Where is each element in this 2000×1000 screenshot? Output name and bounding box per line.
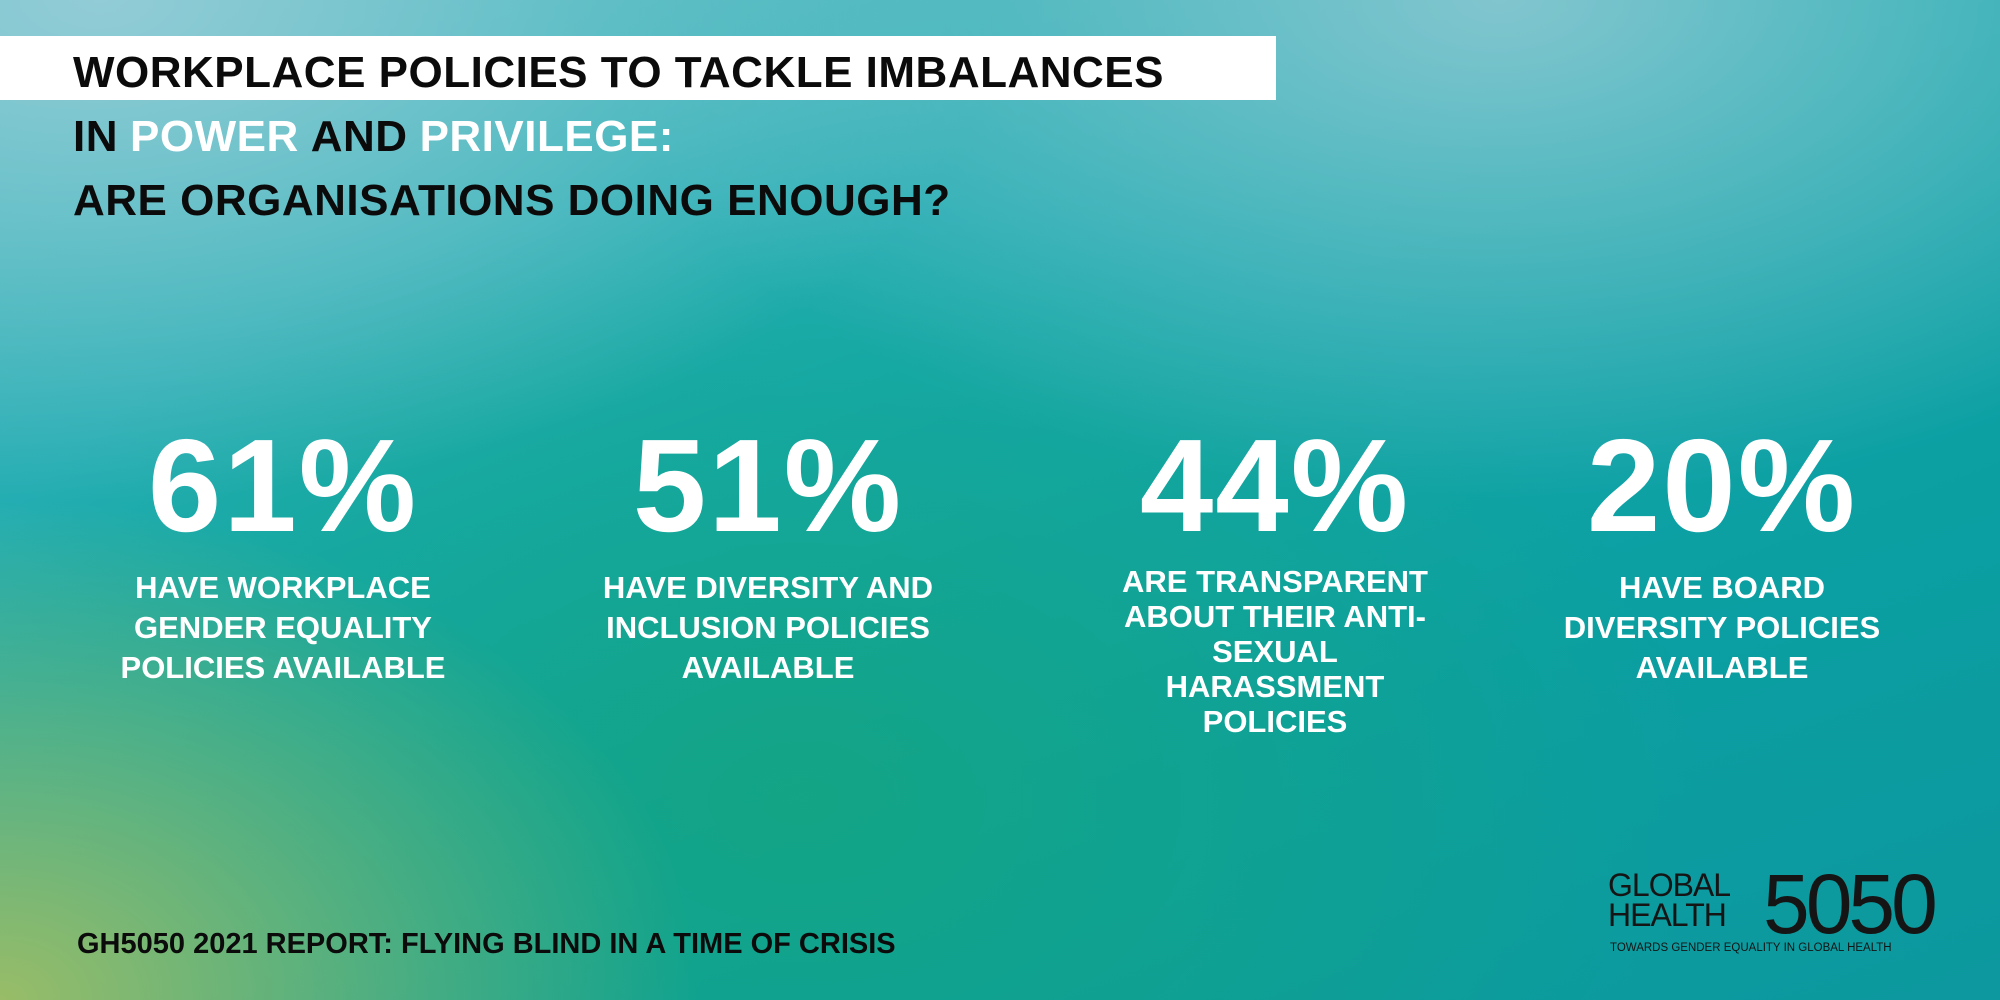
title-line: IN POWER AND PRIVILEGE: bbox=[73, 112, 686, 162]
title-highlight: POWER bbox=[130, 112, 299, 161]
title-line: WORKPLACE POLICIES TO TACKLE IMBALANCES bbox=[73, 48, 1164, 97]
stat-text: HAVE WORKPLACE GENDER EQUALITY POLICIES … bbox=[120, 570, 446, 685]
title-word: AND bbox=[310, 112, 408, 161]
logo-word: HEALTH bbox=[1608, 897, 1727, 933]
stat-figure: 51% bbox=[632, 412, 904, 559]
stat: 44% ARE TRANSPARENT ABOUT THEIR ANTI-SEXU… bbox=[1065, 412, 1485, 740]
stat-text: ARE TRANSPARENT ABOUT THEIR ANTI-SEXUAL … bbox=[1122, 564, 1428, 739]
footer: GH5050 2021 REPORT: FLYING BLIND IN A TI… bbox=[77, 928, 896, 960]
stat: 20% HAVE BOARD DIVERSITY POLICIES AVAILAB… bbox=[1512, 420, 1932, 688]
stat-text: HAVE BOARD DIVERSITY POLICIES AVAILABLE bbox=[1563, 570, 1881, 685]
title-line: ARE ORGANISATIONS DOING ENOUGH? bbox=[73, 176, 951, 225]
stat: 61% HAVE WORKPLACE GENDER EQUALITY POLICI… bbox=[73, 420, 493, 688]
title-word: IN bbox=[73, 112, 118, 161]
stat: 51% HAVE DIVERSITY AND INCLUSION POLICIES… bbox=[558, 420, 978, 688]
logo-word: GLOBAL bbox=[1608, 867, 1731, 903]
stat-figure: 20% bbox=[1586, 412, 1858, 559]
logo-number: 5050 bbox=[1763, 857, 1938, 951]
logo-words: GLOBAL HEALTH bbox=[1608, 867, 1731, 933]
logo-tagline: TOWARDS GENDER EQUALITY IN GLOBAL HEALTH bbox=[1610, 942, 1892, 954]
stat-figure: 61% bbox=[147, 412, 419, 559]
logo: GLOBAL HEALTH 5050 TOWARDS GENDER EQUALI… bbox=[1608, 862, 1948, 956]
stat-figure: 44% bbox=[1139, 412, 1411, 559]
title-highlight: PRIVILEGE: bbox=[419, 112, 674, 161]
title-band bbox=[0, 36, 1276, 100]
stat-text: HAVE DIVERSITY AND INCLUSION POLICIES AV… bbox=[602, 570, 934, 685]
